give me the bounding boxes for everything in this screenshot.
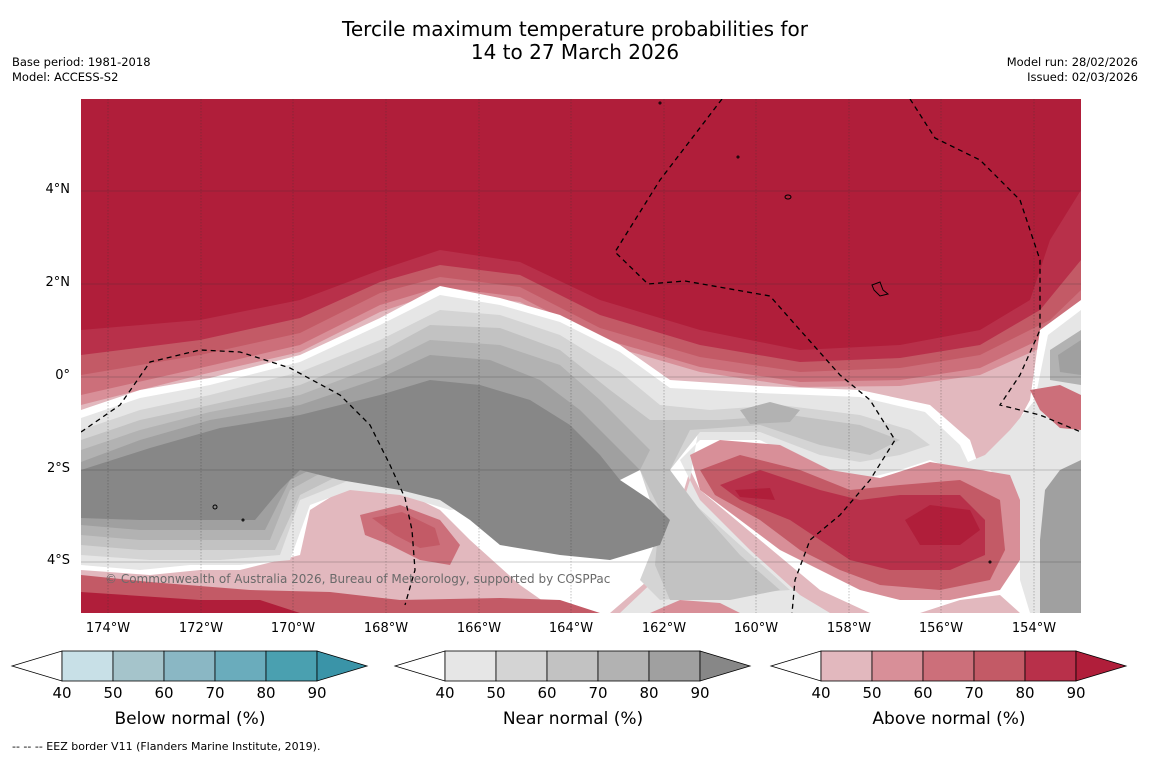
near-tick-40: 40 <box>435 684 455 702</box>
below-tick-60: 60 <box>154 684 174 702</box>
lat-label-4s: 4°S <box>46 553 70 568</box>
above-tick-80: 80 <box>1015 684 1035 702</box>
lat-label-2n: 2°N <box>45 275 71 290</box>
near-tick-50: 50 <box>486 684 506 702</box>
island-2 <box>736 155 740 159</box>
lon-label-158w: 158°W <box>826 621 872 636</box>
colorbar-near-over <box>699 650 752 682</box>
colorbar-below-50 <box>112 650 165 682</box>
below-tick-70: 70 <box>205 684 225 702</box>
near-tick-70: 70 <box>588 684 608 702</box>
colorbar-near-70 <box>597 650 650 682</box>
near-normal-label: Near normal (%) <box>502 709 644 729</box>
colorbar-above-40 <box>820 650 873 682</box>
eez-footer-note: -- -- -- EEZ border V11 (Flanders Marine… <box>12 740 321 753</box>
colorbar-below-under <box>10 650 63 682</box>
lon-label-168w: 168°W <box>363 621 409 636</box>
model-run: Model run: 28/02/2026 <box>1006 55 1138 69</box>
lat-label-2s: 2°S <box>46 461 70 476</box>
near-tick-80: 80 <box>639 684 659 702</box>
lon-label-164w: 164°W <box>548 621 594 636</box>
colorbar-near <box>393 650 752 682</box>
above-normal-southwest-80 <box>372 512 440 548</box>
colorbar-near-50 <box>495 650 548 682</box>
eez-border-central <box>614 99 896 613</box>
colorbar-near-under <box>393 650 446 682</box>
island-4 <box>212 504 218 510</box>
colorbar-above-over <box>1075 650 1128 682</box>
above-tick-60: 60 <box>913 684 933 702</box>
base-period: Base period: 1981-2018 <box>12 55 151 69</box>
colorbar-above-80 <box>1024 650 1077 682</box>
island-6 <box>988 560 992 564</box>
islands <box>212 101 992 564</box>
lon-label-154w: 154°W <box>1011 621 1057 636</box>
island-kiritimati <box>871 281 890 297</box>
above-tick-70: 70 <box>964 684 984 702</box>
island-3 <box>658 101 662 105</box>
colorbar-near-60 <box>546 650 599 682</box>
above-normal-southeast-80 <box>720 470 985 570</box>
title-line-1: Tercile maximum temperature probabilitie… <box>342 17 808 41</box>
lon-label-156w: 156°W <box>918 621 964 636</box>
near-normal-southeast <box>1040 460 1081 613</box>
below-tick-40: 40 <box>52 684 72 702</box>
above-normal-southeast-90 <box>905 505 980 545</box>
above-tick-90: 90 <box>1066 684 1086 702</box>
title-line-2: 14 to 27 March 2026 <box>470 40 680 64</box>
below-tick-80: 80 <box>256 684 276 702</box>
colorbar-below-over <box>316 650 369 682</box>
colorbar-below-80 <box>265 650 318 682</box>
lon-label-170w: 170°W <box>270 621 316 636</box>
colorbar-near-80 <box>648 650 701 682</box>
above-tick-50: 50 <box>862 684 882 702</box>
island-1 <box>784 194 792 200</box>
above-normal-bottom-90 <box>81 592 300 613</box>
lat-label-0: 0° <box>55 368 70 383</box>
above-tick-40: 40 <box>811 684 831 702</box>
copyright-notice: © Commonwealth of Australia 2026, Bureau… <box>105 572 611 586</box>
above-normal-east-edge <box>1030 385 1081 430</box>
eez-border-west <box>81 349 416 606</box>
meta-right: Model run: 28/02/2026 Issued: 02/03/2026 <box>1007 55 1138 85</box>
lon-label-160w: 160°W <box>733 621 779 636</box>
lon-label-172w: 172°W <box>178 621 224 636</box>
near-tick-60: 60 <box>537 684 557 702</box>
lat-label-4n: 4°N <box>45 182 71 197</box>
colorbar-below-60 <box>163 650 216 682</box>
above-normal-bottom-east <box>650 600 740 613</box>
map-title: Tercile maximum temperature probabilitie… <box>0 18 1150 64</box>
near-tick-90: 90 <box>690 684 710 702</box>
near-normal-east-inner <box>1058 340 1081 375</box>
eez-borders <box>81 99 1081 613</box>
near-normal-central-blob <box>740 402 800 424</box>
colorbar-near-40 <box>444 650 497 682</box>
colorbar-above-50 <box>871 650 924 682</box>
model-name: Model: ACCESS-S2 <box>12 70 119 84</box>
colorbar-below-40 <box>61 650 114 682</box>
colorbar-above <box>769 650 1128 682</box>
gridlines <box>81 99 1081 613</box>
lon-label-162w: 162°W <box>641 621 687 636</box>
issued-date: Issued: 02/03/2026 <box>1027 70 1138 84</box>
meta-left: Base period: 1981-2018 Model: ACCESS-S2 <box>12 55 151 85</box>
lon-label-166w: 166°W <box>456 621 502 636</box>
colorbar-above-under <box>769 650 822 682</box>
colorbar-below <box>10 650 369 682</box>
colorbar-above-60 <box>922 650 975 682</box>
colorbar-above-70 <box>973 650 1026 682</box>
below-normal-label: Below normal (%) <box>114 709 266 729</box>
island-5 <box>241 518 245 522</box>
above-normal-label: Above normal (%) <box>872 709 1026 729</box>
above-normal-southeast-90b <box>735 488 775 500</box>
below-tick-90: 90 <box>307 684 327 702</box>
colorbar-below-70 <box>214 650 267 682</box>
lon-label-174w: 174°W <box>85 621 131 636</box>
below-tick-50: 50 <box>103 684 123 702</box>
